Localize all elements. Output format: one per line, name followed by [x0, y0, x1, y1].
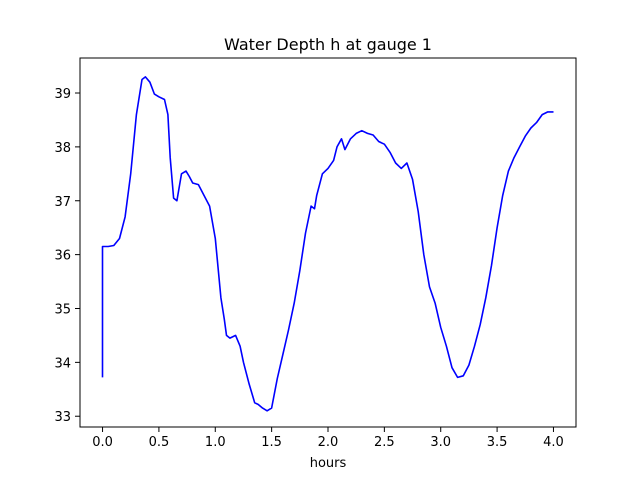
x-axis-ticks: 0.0 0.5 1.0 1.5 2.0 2.5 3.0 3.5 4.0 [92, 427, 564, 450]
x-tick-label: 3.0 [430, 435, 451, 450]
x-tick-label: 2.0 [318, 435, 339, 450]
y-tick-label: 35 [54, 302, 71, 317]
y-tick-label: 37 [54, 195, 71, 210]
x-tick-label: 1.5 [261, 435, 282, 450]
x-axis-label: hours [310, 456, 347, 471]
y-tick-label: 39 [54, 87, 71, 102]
y-tick-label: 38 [54, 141, 71, 156]
chart-title: Water Depth h at gauge 1 [224, 35, 432, 54]
water-depth-line [101, 76, 554, 412]
y-axis-ticks: 33 34 35 36 37 38 39 [54, 87, 80, 425]
x-tick-label: 2.5 [374, 435, 395, 450]
y-tick-label: 33 [54, 410, 71, 425]
y-tick-label: 34 [54, 356, 71, 371]
x-tick-label: 1.0 [205, 435, 226, 450]
x-tick-label: 3.5 [487, 435, 508, 450]
x-tick-label: 0.0 [92, 435, 113, 450]
series-layer [101, 76, 554, 412]
x-tick-label: 0.5 [149, 435, 170, 450]
y-tick-label: 36 [54, 249, 71, 264]
plot-frame [79, 57, 577, 428]
x-tick-label: 4.0 [543, 435, 564, 450]
